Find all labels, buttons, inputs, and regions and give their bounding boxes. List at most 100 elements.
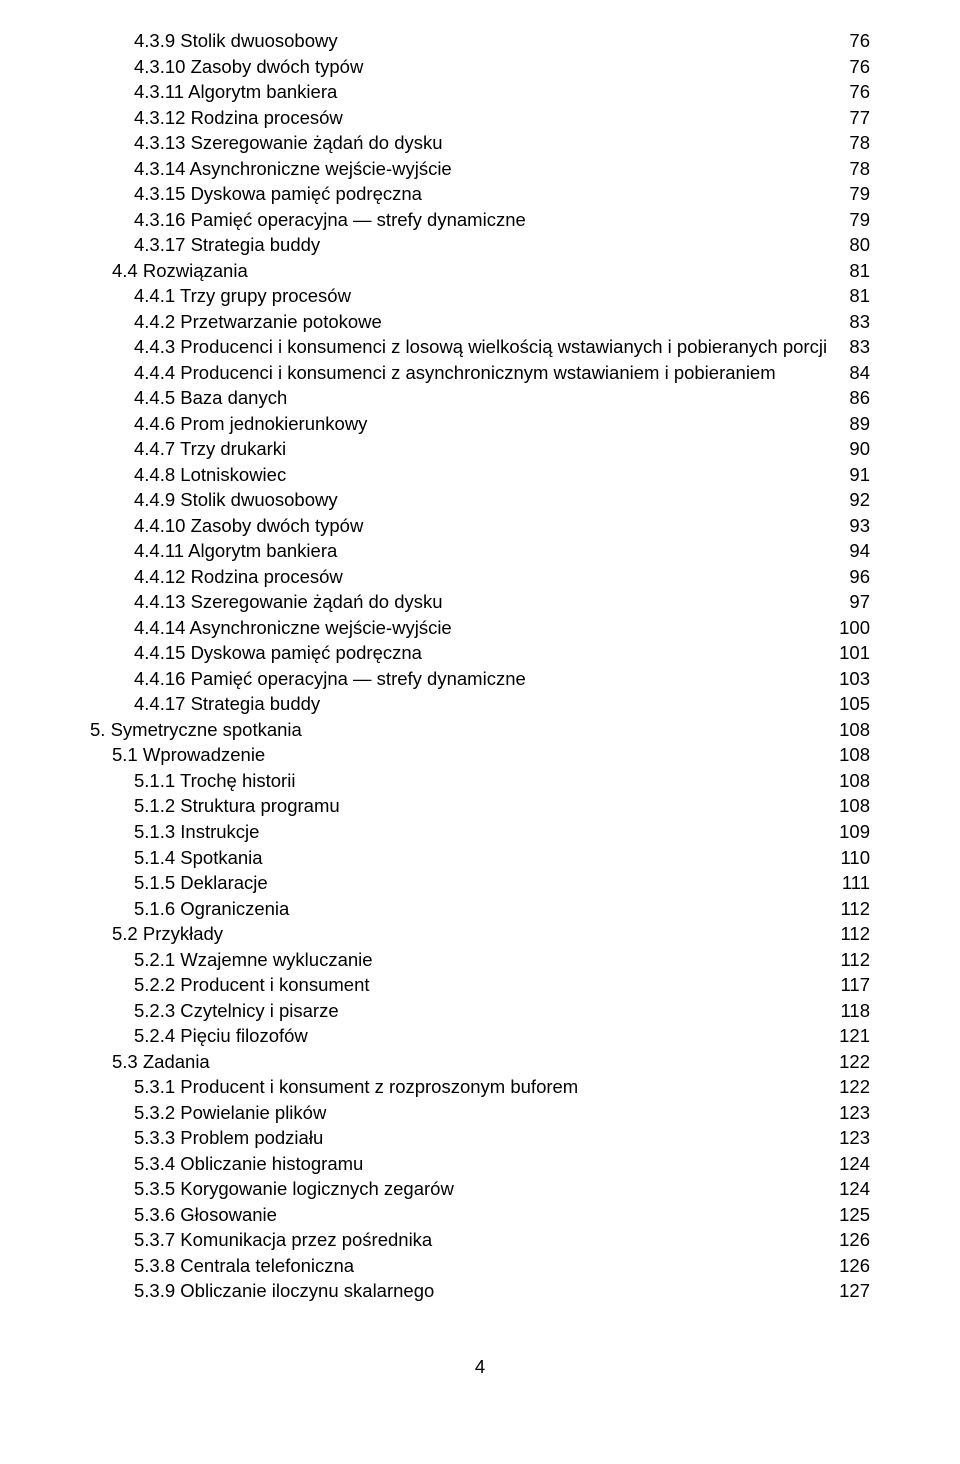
- toc-entry-label: 4.3.11 Algorytm bankiera: [134, 79, 337, 105]
- toc-entry-label: 5. Symetryczne spotkania: [90, 717, 302, 743]
- toc-entry-label: 4.4.10 Zasoby dwóch typów: [134, 513, 363, 539]
- toc-entry: 4.4.14 Asynchroniczne wejście-wyjście100: [90, 615, 870, 641]
- toc-entry-label: 5.1.4 Spotkania: [134, 845, 263, 871]
- toc-entry-label: 5.3.2 Powielanie plików: [134, 1100, 326, 1126]
- toc-entry-label: 5.3.1 Producent i konsument z rozproszon…: [134, 1074, 578, 1100]
- toc-entry: 5.3.5 Korygowanie logicznych zegarów124: [90, 1176, 870, 1202]
- toc-entry-label: 5.3 Zadania: [112, 1049, 210, 1075]
- toc-entry: 5.1 Wprowadzenie 108: [90, 742, 870, 768]
- toc-entry-label: 4.4.16 Pamięć operacyjna — strefy dynami…: [134, 666, 526, 692]
- toc-entry-page: 126: [839, 1253, 870, 1279]
- toc-entry: 4.4.3 Producenci i konsumenci z losową w…: [90, 334, 870, 360]
- toc-entry: 5.1.4 Spotkania110: [90, 845, 870, 871]
- toc-entry-page: 117: [841, 972, 871, 998]
- toc-entry-label: 5.1.1 Trochę historii: [134, 768, 295, 794]
- toc-entry: 4.4.15 Dyskowa pamięć podręczna 101: [90, 640, 870, 666]
- toc-entry-page: 101: [839, 640, 870, 666]
- toc-entry-label: 5.2 Przykłady: [112, 921, 223, 947]
- toc-entry-label: 4.3.15 Dyskowa pamięć podręczna: [134, 181, 422, 207]
- toc-entry: 4.3.10 Zasoby dwóch typów76: [90, 54, 870, 80]
- toc-entry-page: 118: [841, 998, 871, 1024]
- toc-entry-page: 93: [849, 513, 870, 539]
- toc-entry: 4.4.16 Pamięć operacyjna — strefy dynami…: [90, 666, 870, 692]
- page-number: 4: [90, 1356, 870, 1378]
- toc-entry: 5.2.4 Pięciu filozofów121: [90, 1023, 870, 1049]
- toc-entry-page: 79: [849, 207, 870, 233]
- toc-entry-page: 124: [839, 1176, 870, 1202]
- toc-entry-label: 5.2.4 Pięciu filozofów: [134, 1023, 308, 1049]
- toc-entry: 4.4.9 Stolik dwuosobowy 92: [90, 487, 870, 513]
- toc-entry-page: 108: [839, 742, 870, 768]
- toc-entry-page: 76: [849, 54, 870, 80]
- toc-entry-page: 123: [839, 1100, 870, 1126]
- toc-entry-label: 4.4 Rozwiązania: [112, 258, 248, 284]
- toc-entry-label: 5.3.7 Komunikacja przez pośrednika: [134, 1227, 432, 1253]
- toc-entry: 5. Symetryczne spotkania 108: [90, 717, 870, 743]
- toc-entry: 4.4.4 Producenci i konsumenci z asynchro…: [90, 360, 870, 386]
- toc-entry-page: 108: [839, 717, 870, 743]
- toc-entry: 4.4.11 Algorytm bankiera94: [90, 538, 870, 564]
- toc-entry-label: 4.3.9 Stolik dwuosobowy: [134, 28, 338, 54]
- toc-entry-label: 4.4.1 Trzy grupy procesów: [134, 283, 351, 309]
- page: 4.3.9 Stolik dwuosobowy764.3.10 Zasoby d…: [90, 28, 870, 1424]
- toc-entry: 5.1.2 Struktura programu108: [90, 793, 870, 819]
- toc-entry-label: 5.2.1 Wzajemne wykluczanie: [134, 947, 373, 973]
- toc-entry: 5.1.3 Instrukcje 109: [90, 819, 870, 845]
- toc-entry-label: 5.3.4 Obliczanie histogramu: [134, 1151, 363, 1177]
- toc-entry-label: 4.4.3 Producenci i konsumenci z losową w…: [134, 334, 827, 360]
- toc-entry: 5.1.1 Trochę historii 108: [90, 768, 870, 794]
- toc-entry-page: 109: [839, 819, 870, 845]
- toc-entry: 5.2.2 Producent i konsument 117: [90, 972, 870, 998]
- toc-entry: 4.4.6 Prom jednokierunkowy89: [90, 411, 870, 437]
- toc-entry: 5.2.3 Czytelnicy i pisarze 118: [90, 998, 870, 1024]
- toc-entry-page: 105: [839, 691, 870, 717]
- toc-entry-label: 5.1 Wprowadzenie: [112, 742, 265, 768]
- toc-entry-label: 5.3.3 Problem podziału: [134, 1125, 323, 1151]
- toc-entry: 4.3.9 Stolik dwuosobowy76: [90, 28, 870, 54]
- toc-entry-page: 97: [849, 589, 870, 615]
- toc-entry: 4.4.13 Szeregowanie żądań do dysku97: [90, 589, 870, 615]
- toc-entry-page: 112: [841, 896, 871, 922]
- toc-entry: 4.3.16 Pamięć operacyjna — strefy dynami…: [90, 207, 870, 233]
- toc-entry-label: 4.3.12 Rodzina procesów: [134, 105, 343, 131]
- toc-entry: 5.2 Przykłady112: [90, 921, 870, 947]
- toc-entry-page: 108: [839, 768, 870, 794]
- toc-entry-page: 78: [849, 156, 870, 182]
- toc-entry-page: 80: [849, 232, 870, 258]
- toc-entry-label: 4.3.16 Pamięć operacyjna — strefy dynami…: [134, 207, 526, 233]
- toc-entry: 4.4.2 Przetwarzanie potokowe83: [90, 309, 870, 335]
- toc-entry-label: 4.4.15 Dyskowa pamięć podręczna: [134, 640, 422, 666]
- toc-entry-label: 4.4.4 Producenci i konsumenci z asynchro…: [134, 360, 776, 386]
- toc-entry-label: 4.4.2 Przetwarzanie potokowe: [134, 309, 382, 335]
- toc-entry-page: 90: [849, 436, 870, 462]
- toc-entry-page: 79: [849, 181, 870, 207]
- toc-entry-label: 5.2.3 Czytelnicy i pisarze: [134, 998, 339, 1024]
- toc-entry: 4.3.11 Algorytm bankiera 76: [90, 79, 870, 105]
- toc-entry: 5.3.8 Centrala telefoniczna 126: [90, 1253, 870, 1279]
- toc-entry: 4.3.12 Rodzina procesów 77: [90, 105, 870, 131]
- toc-entry-page: 81: [849, 258, 870, 284]
- toc-entry-page: 84: [849, 360, 870, 386]
- toc-entry: 4.4.8 Lotniskowiec91: [90, 462, 870, 488]
- toc-entry-page: 108: [839, 793, 870, 819]
- toc-entry: 5.1.5 Deklaracje111: [90, 870, 870, 896]
- toc-entry-page: 112: [841, 947, 871, 973]
- toc-entry-label: 5.2.2 Producent i konsument: [134, 972, 370, 998]
- toc-entry-label: 5.3.8 Centrala telefoniczna: [134, 1253, 354, 1279]
- toc-entry: 4.3.17 Strategia buddy80: [90, 232, 870, 258]
- toc-entry-page: 89: [849, 411, 870, 437]
- toc-entry-label: 4.3.13 Szeregowanie żądań do dysku: [134, 130, 443, 156]
- toc-entry-label: 5.1.3 Instrukcje: [134, 819, 259, 845]
- toc-entry-label: 4.4.9 Stolik dwuosobowy: [134, 487, 338, 513]
- toc-entry-page: 76: [849, 79, 870, 105]
- toc-entry-page: 126: [839, 1227, 870, 1253]
- toc-entry: 5.3.3 Problem podziału123: [90, 1125, 870, 1151]
- toc-entry-label: 4.4.5 Baza danych: [134, 385, 287, 411]
- toc-entry-page: 77: [849, 105, 870, 131]
- toc-entry-page: 122: [839, 1049, 870, 1075]
- toc-entry-page: 94: [849, 538, 870, 564]
- toc-entry-label: 4.4.7 Trzy drukarki: [134, 436, 286, 462]
- toc-entry: 5.3 Zadania 122: [90, 1049, 870, 1075]
- table-of-contents: 4.3.9 Stolik dwuosobowy764.3.10 Zasoby d…: [90, 28, 870, 1304]
- toc-entry-page: 92: [849, 487, 870, 513]
